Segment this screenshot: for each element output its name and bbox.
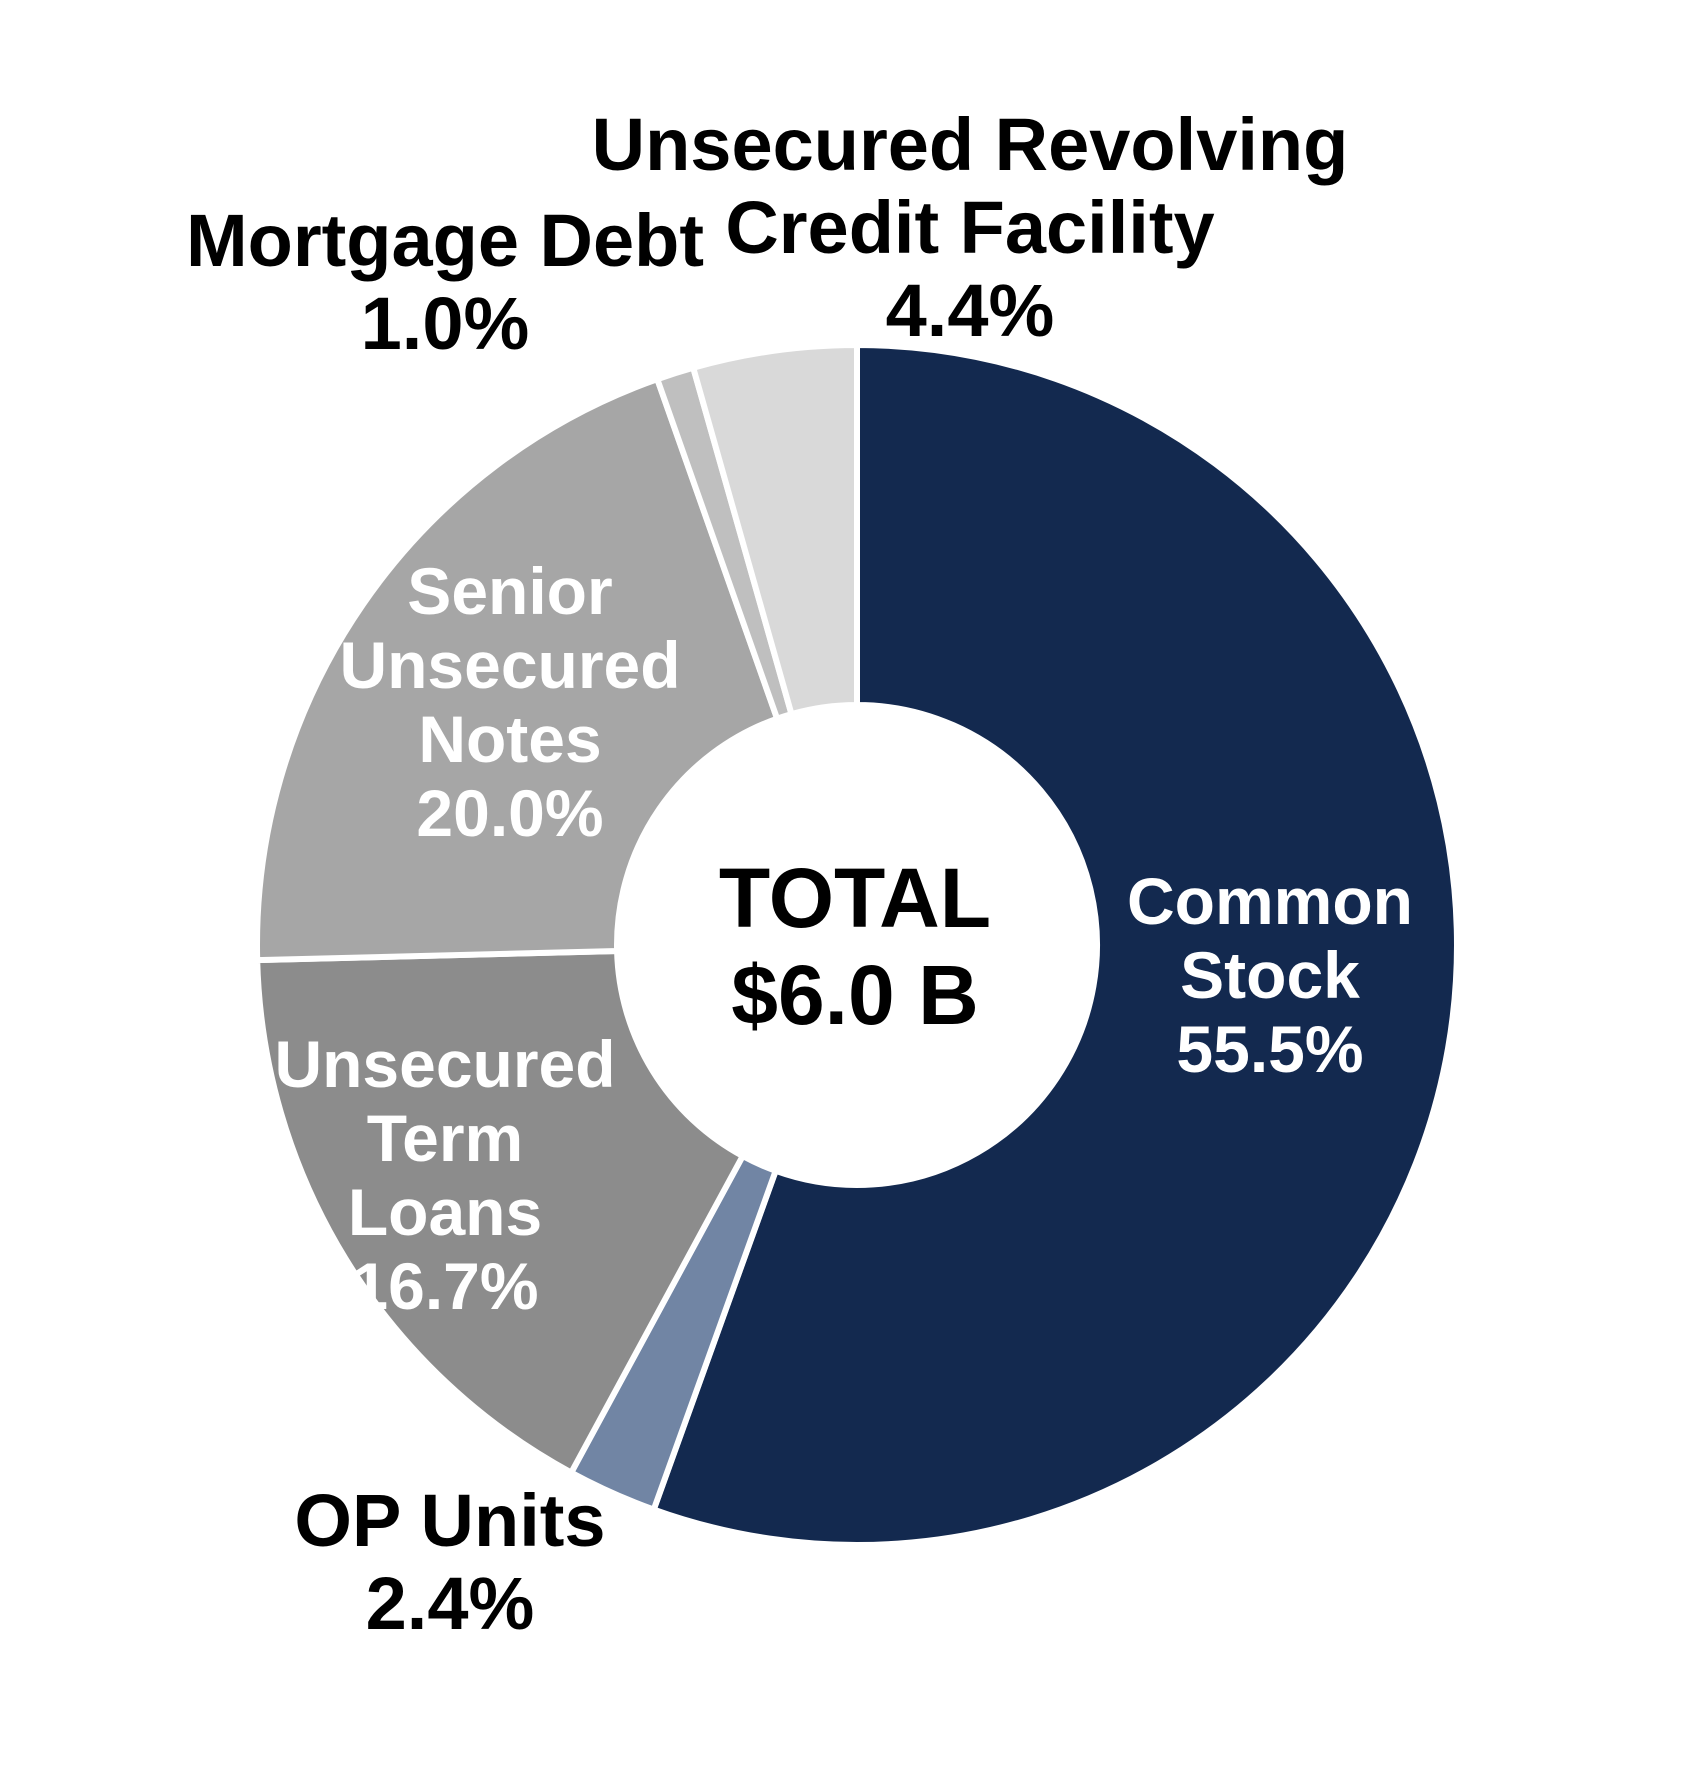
slice-pct-text: 55.5%: [1176, 1011, 1364, 1086]
label-mortgage-debt: Mortgage Debt 1.0%: [120, 199, 770, 366]
slice-pct-text: 16.7%: [351, 1248, 539, 1323]
pie-slice-common-stock: [649, 341, 1460, 1548]
slice-label-text: Common Stock: [1127, 864, 1413, 1012]
slice-label-text: Mortgage Debt: [186, 199, 704, 282]
slice-label-text: Senior Unsecured Notes: [339, 554, 681, 776]
slice-pct-text: 20.0%: [416, 775, 604, 850]
slice-label-text: OP Units: [294, 1479, 606, 1562]
total-value: $6.0 B: [731, 948, 979, 1043]
label-unsecured-term-loans: Unsecured Term Loans 16.7%: [265, 1027, 625, 1324]
slice-label-text: Unsecured Term Loans: [274, 1027, 616, 1249]
label-common-stock: Common Stock 55.5%: [1115, 864, 1425, 1087]
label-op-units: OP Units 2.4%: [170, 1479, 730, 1646]
pie-slice-unsecured-term-loans: [254, 947, 747, 1477]
label-senior-unsecured-notes: Senior Unsecured Notes 20.0%: [330, 554, 690, 851]
slice-pct-text: 4.4%: [885, 268, 1055, 352]
donut-slices: [254, 341, 1460, 1548]
slice-pct-text: 1.0%: [360, 281, 530, 365]
label-unsecured-revolving-credit-facility: Unsecured Revolving Credit Facility 4.4%: [590, 103, 1350, 353]
center-total-label: TOTAL $6.0 B: [605, 850, 1105, 1045]
slice-pct-text: 2.4%: [365, 1561, 535, 1645]
pie-slice-unsecured-revolving-credit-facility: [689, 341, 860, 718]
slice-label-text: Unsecured Revolving Credit Facility: [591, 103, 1349, 269]
pie-slice-senior-unsecured-notes: [254, 375, 781, 964]
total-title: TOTAL: [718, 851, 992, 945]
